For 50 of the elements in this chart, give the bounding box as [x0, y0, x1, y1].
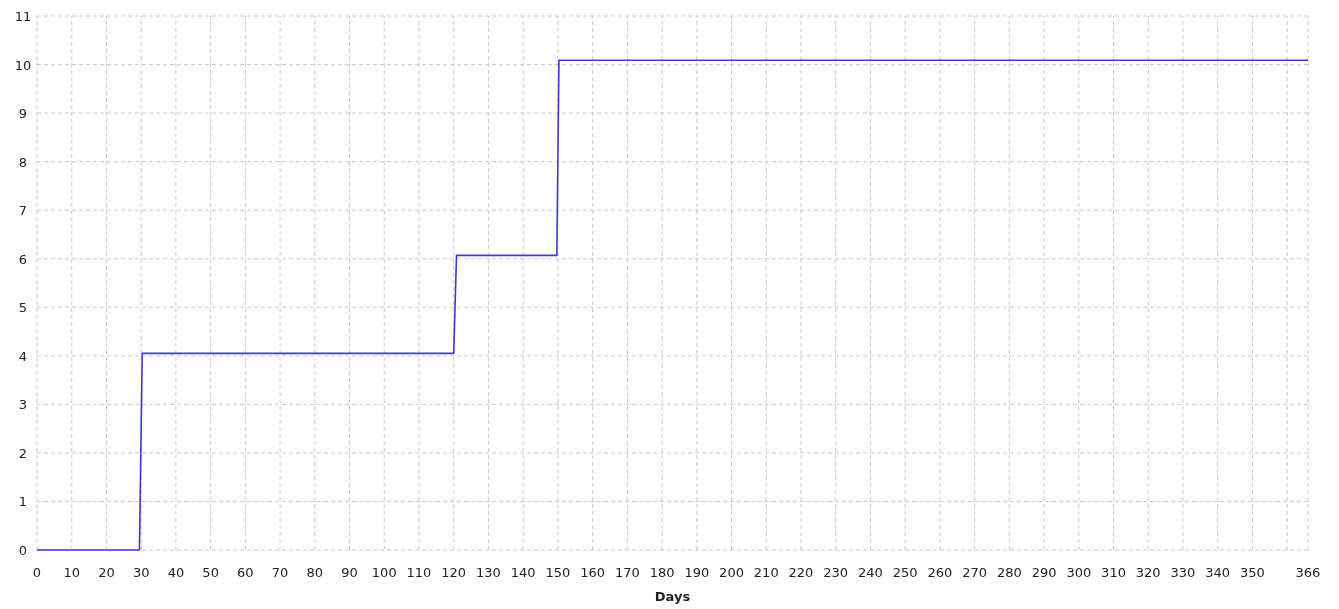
x-tick-label: 260 [927, 565, 953, 580]
y-tick-label: 8 [18, 154, 28, 170]
x-tick-label: 310 [1101, 565, 1126, 580]
x-tick-label: 140 [510, 565, 536, 580]
x-tick-label: 120 [441, 565, 467, 580]
x-tick-label: 180 [649, 565, 675, 580]
y-tick-label: 7 [18, 203, 28, 219]
x-tick-label: 330 [1170, 565, 1196, 580]
x-tick-label: 100 [371, 565, 397, 580]
x-tick-label: 160 [580, 565, 606, 580]
x-tick-label: 170 [614, 565, 640, 580]
x-tick-label: 290 [1031, 565, 1057, 580]
x-tick-label: 190 [684, 565, 710, 580]
x-tick-label: 300 [1066, 565, 1092, 580]
x-tick-label: 366 [1295, 565, 1321, 580]
x-tick-label: 110 [406, 565, 432, 580]
y-tick-label: 6 [18, 251, 28, 267]
x-tick-label: 230 [823, 565, 849, 580]
x-axis-title: Days [654, 589, 691, 604]
x-tick-label: 0 [32, 565, 42, 580]
x-tick-label: 240 [858, 565, 883, 580]
y-tick-label: 10 [14, 57, 32, 73]
y-tick-label: 11 [14, 9, 32, 24]
x-tick-label: 130 [476, 565, 501, 580]
x-tick-label: 270 [962, 565, 988, 580]
x-tick-label: 280 [996, 565, 1022, 580]
x-tick-label: 50 [202, 565, 219, 580]
x-tick-label: 20 [98, 565, 115, 580]
x-tick-label: 40 [167, 565, 185, 580]
x-tick-label: 220 [788, 565, 814, 580]
x-tick-label: 30 [132, 565, 150, 580]
x-tick-label: 60 [237, 565, 254, 580]
x-tick-label: 250 [892, 565, 918, 580]
x-tick-label: 350 [1240, 565, 1265, 580]
y-tick-label: 9 [18, 106, 28, 122]
y-tick-label: 3 [18, 397, 28, 413]
x-tick-label: 210 [753, 565, 779, 580]
x-tick-label: 10 [63, 565, 80, 580]
y-tick-label: 4 [18, 348, 28, 364]
y-tick-label: 1 [18, 494, 28, 510]
x-tick-label: 80 [306, 565, 324, 580]
x-tick-label: 90 [341, 565, 358, 580]
y-tick-label: 2 [18, 445, 28, 461]
y-tick-label: 0 [18, 543, 28, 558]
x-tick-label: 150 [545, 565, 571, 580]
y-tick-label: 5 [18, 300, 28, 316]
x-tick-label: 70 [271, 565, 289, 580]
x-tick-label: 320 [1135, 565, 1161, 580]
x-tick-label: 340 [1205, 565, 1231, 580]
x-tick-label: 200 [719, 565, 744, 580]
